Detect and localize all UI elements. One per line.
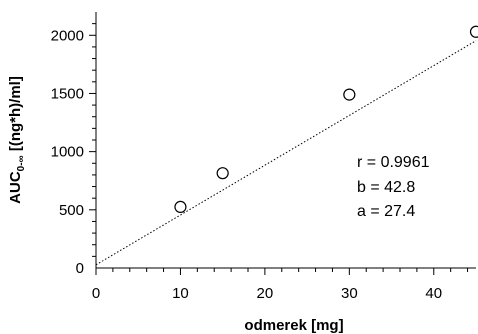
stat-r: r = 0.9961 [357,154,430,171]
regression-line [95,40,477,266]
x-tick-label: 40 [425,285,442,302]
y-axis-title-prefix: AUC [7,171,24,204]
y-axis-title-suffix: [(ng*h)/ml] [7,76,24,155]
stat-b: b = 42.8 [357,179,415,196]
y-tick-label: 2000 [51,27,84,44]
y-tick-label: 1500 [51,85,84,102]
data-point [343,88,356,101]
x-axis-title: odmerek [mg] [244,317,343,334]
data-point [216,167,229,180]
x-tick-label: 0 [92,285,100,302]
stat-a: a = 27.4 [357,203,415,220]
data-point [469,25,478,38]
stats-annotation: r = 0.9961 b = 42.8 a = 27.4 [357,154,430,220]
tick-labels: 0 500 1000 1500 2000 0 10 20 30 40 [51,27,442,302]
x-tick-label: 30 [341,285,358,302]
x-tick-label: 20 [257,285,274,302]
y-axis-title-subscript: 0-∞ [16,155,27,171]
data-points [174,25,478,214]
y-tick-label: 500 [59,202,84,219]
x-tick-label: 10 [172,285,189,302]
data-point [174,200,187,214]
axis-ticks [89,23,469,275]
y-axis-title: AUC0-∞ [(ng*h)/ml] [7,76,27,204]
y-tick-label: 0 [76,260,84,277]
y-tick-label: 1000 [51,144,84,161]
